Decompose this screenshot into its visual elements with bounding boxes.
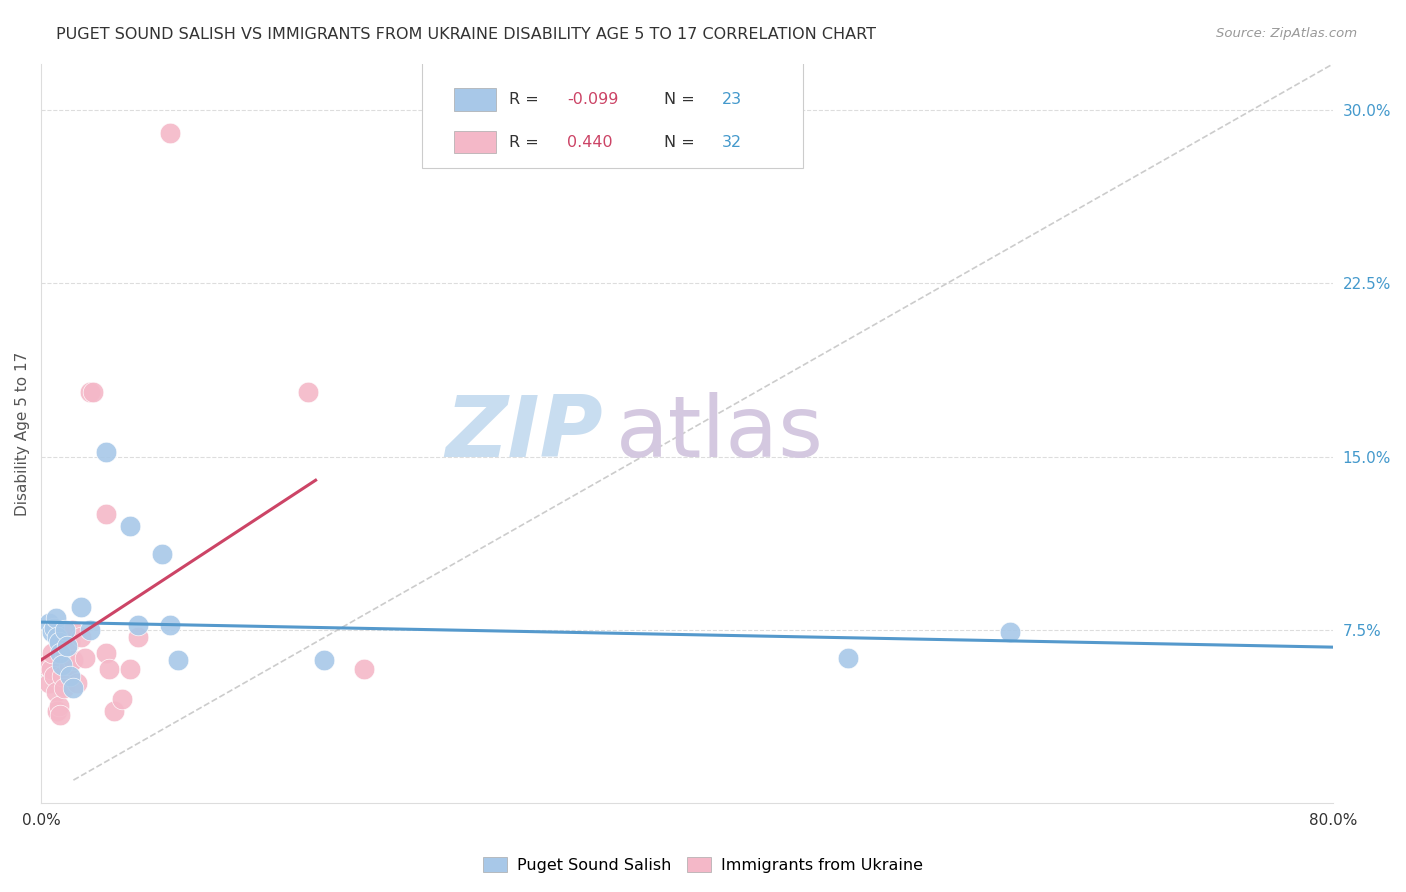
Bar: [454, 131, 496, 153]
Point: [56, 639, 79, 653]
Point: [59, 634, 82, 648]
Point: [103, 704, 125, 718]
Text: N =: N =: [664, 92, 700, 107]
Point: [42, 621, 65, 635]
Point: [46, 630, 69, 644]
Point: [150, 547, 173, 561]
Point: [837, 650, 859, 665]
Point: [79, 623, 101, 637]
Point: [41, 625, 63, 640]
Y-axis label: Disability Age 5 to 17: Disability Age 5 to 17: [15, 351, 30, 516]
Point: [312, 653, 335, 667]
Point: [39, 662, 62, 676]
Point: [73, 650, 96, 665]
Text: R =: R =: [509, 135, 548, 150]
Point: [998, 625, 1021, 640]
Text: -0.099: -0.099: [567, 92, 619, 107]
Point: [353, 662, 375, 676]
Point: [48, 699, 70, 714]
Point: [58, 657, 80, 672]
Point: [46, 704, 69, 718]
Point: [79, 385, 101, 400]
Point: [66, 676, 89, 690]
Point: [53, 646, 76, 660]
Point: [38, 676, 60, 690]
Point: [45, 611, 67, 625]
Text: atlas: atlas: [616, 392, 824, 475]
Point: [70, 630, 93, 644]
Point: [59, 669, 82, 683]
Point: [111, 692, 134, 706]
Point: [60, 623, 83, 637]
Point: [62, 653, 84, 667]
Point: [297, 385, 319, 400]
Text: R =: R =: [509, 92, 544, 107]
Text: 23: 23: [721, 92, 742, 107]
Point: [159, 618, 181, 632]
Point: [97, 662, 120, 676]
Point: [118, 519, 141, 533]
Point: [118, 662, 141, 676]
Point: [48, 634, 70, 648]
Point: [35, 657, 58, 672]
Point: [49, 708, 72, 723]
Point: [94, 508, 117, 522]
Point: [167, 653, 190, 667]
Text: 0.440: 0.440: [567, 135, 613, 150]
Point: [82, 385, 104, 400]
Text: 32: 32: [721, 135, 742, 150]
Point: [41, 646, 63, 660]
FancyBboxPatch shape: [422, 61, 803, 168]
Text: Source: ZipAtlas.com: Source: ZipAtlas.com: [1216, 27, 1357, 40]
Bar: [454, 88, 496, 111]
Point: [49, 646, 72, 660]
Text: PUGET SOUND SALISH VS IMMIGRANTS FROM UKRAINE DISABILITY AGE 5 TO 17 CORRELATION: PUGET SOUND SALISH VS IMMIGRANTS FROM UK…: [56, 27, 876, 42]
Text: ZIP: ZIP: [446, 392, 603, 475]
Point: [127, 618, 149, 632]
Point: [42, 669, 65, 683]
Point: [56, 639, 79, 653]
Point: [62, 681, 84, 695]
Point: [70, 599, 93, 614]
Point: [51, 657, 73, 672]
Point: [38, 615, 60, 630]
Point: [94, 445, 117, 459]
Point: [53, 623, 76, 637]
Point: [94, 646, 117, 660]
Text: N =: N =: [664, 135, 700, 150]
Point: [127, 630, 149, 644]
Point: [159, 127, 181, 141]
Point: [51, 669, 73, 683]
Point: [52, 681, 75, 695]
Point: [45, 685, 67, 699]
Legend: Puget Sound Salish, Immigrants from Ukraine: Puget Sound Salish, Immigrants from Ukra…: [477, 851, 929, 880]
